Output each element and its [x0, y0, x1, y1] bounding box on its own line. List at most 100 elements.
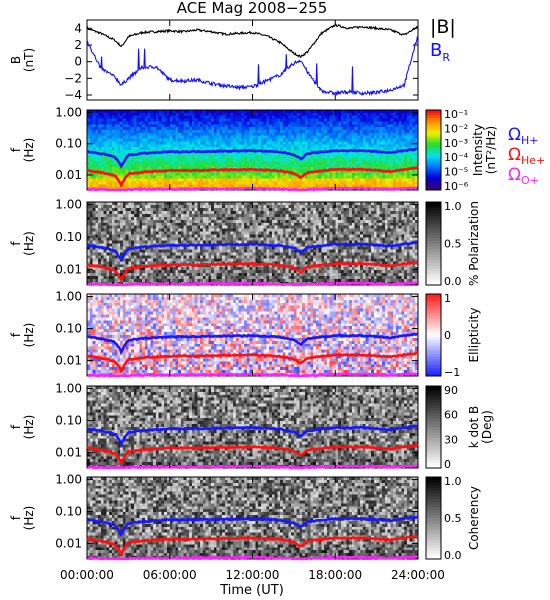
heatmap-cell	[321, 110, 325, 114]
heatmap-cell	[282, 161, 286, 165]
heatmap-cell	[357, 112, 361, 117]
heatmap-cell	[269, 210, 273, 215]
heatmap-cell	[379, 228, 383, 233]
heatmap-cell	[343, 234, 347, 238]
heatmap-cell	[329, 222, 333, 227]
heatmap-cell	[263, 172, 267, 177]
heatmap-cell	[175, 152, 179, 157]
heatmap-cell	[296, 135, 300, 139]
heatmap-cell	[224, 138, 229, 142]
heatmap-cell	[180, 130, 184, 134]
heatmap-cell	[238, 231, 242, 235]
heatmap-cell	[191, 234, 195, 238]
heatmap-cell	[106, 167, 110, 171]
heatmap-cell	[343, 219, 347, 224]
heatmap-cell	[302, 130, 306, 134]
heatmap-cell	[393, 234, 397, 238]
heatmap-cell	[197, 207, 201, 212]
heatmap-cell	[313, 237, 317, 241]
heatmap-cell	[224, 204, 229, 209]
heatmap-cell	[200, 204, 204, 209]
heatmap-cell	[282, 175, 286, 179]
heatmap-cell	[354, 213, 358, 218]
heatmap-cell	[136, 124, 140, 128]
heatmap-cell	[282, 110, 286, 114]
heatmap-cell	[315, 216, 320, 221]
heatmap-cell	[224, 216, 229, 221]
heatmap-cell	[153, 216, 157, 221]
heatmap-cell	[293, 130, 298, 134]
heatmap-cell	[329, 228, 333, 233]
heatmap-cell	[205, 222, 209, 227]
heatmap-cell	[409, 144, 413, 148]
heatmap-cell	[194, 234, 198, 238]
heatmap-cell	[360, 130, 364, 134]
heatmap-cell	[415, 231, 419, 235]
heatmap-cell	[136, 178, 140, 182]
heatmap-cell	[349, 150, 353, 154]
heatmap-cell	[280, 138, 284, 142]
heatmap-cell	[98, 213, 102, 218]
heatmap-cell	[296, 207, 300, 212]
heatmap-cell	[343, 138, 347, 142]
heatmap-cell	[197, 135, 201, 139]
heatmap-cell	[406, 202, 411, 206]
heatmap-cell	[299, 127, 303, 131]
heatmap-cell	[128, 216, 132, 221]
heatmap-cell	[318, 130, 322, 134]
heatmap-cell	[412, 138, 416, 142]
heatmap-cell	[252, 184, 256, 188]
heatmap-cell	[310, 132, 314, 137]
heatmap-cell	[357, 141, 361, 145]
heatmap-cell	[307, 127, 311, 131]
heatmap-cell	[241, 115, 245, 119]
heatmap-cell	[161, 210, 165, 215]
heatmap-cell	[233, 141, 237, 145]
heatmap-cell	[158, 181, 162, 185]
heatmap-cell	[318, 132, 322, 137]
heatmap-cell	[216, 112, 220, 117]
heatmap-cell	[142, 124, 146, 128]
heatmap-cell	[189, 110, 193, 114]
heatmap-cell	[362, 152, 366, 157]
heatmap-cell	[213, 225, 218, 230]
heatmap-cell	[227, 130, 231, 134]
heatmap-cell	[211, 138, 215, 142]
heatmap-cell	[401, 118, 405, 122]
heatmap-cell	[365, 181, 369, 185]
heatmap-cell	[111, 110, 115, 114]
heatmap-cell	[379, 225, 383, 230]
heatmap-cell	[382, 222, 386, 227]
heatmap-cell	[326, 231, 331, 235]
colorbar-swatch	[426, 110, 441, 114]
heatmap-cell	[202, 202, 207, 206]
heatmap-cell	[109, 213, 113, 218]
heatmap-cell	[274, 216, 278, 221]
heatmap-cell	[158, 178, 162, 182]
heatmap-cell	[304, 167, 309, 171]
heatmap-cell	[147, 141, 151, 145]
heatmap-cell	[111, 234, 115, 238]
heatmap-cell	[406, 118, 411, 122]
heatmap-cell	[233, 112, 237, 117]
heatmap-cell	[362, 225, 366, 230]
heatmap-cell	[117, 144, 121, 148]
heatmap-cell	[211, 234, 215, 238]
heatmap-cell	[197, 138, 201, 142]
heatmap-cell	[136, 225, 140, 230]
heatmap-cell	[274, 219, 278, 224]
heatmap-cell	[415, 141, 419, 145]
heatmap-cell	[178, 141, 182, 145]
heatmap-cell	[338, 222, 342, 227]
heatmap-cell	[133, 202, 138, 206]
heatmap-cell	[406, 175, 411, 179]
heatmap-cell	[343, 237, 347, 241]
heatmap-cell	[213, 210, 218, 215]
heatmap-cell	[233, 213, 237, 218]
heatmap-cell	[175, 222, 179, 227]
heatmap-cell	[222, 237, 226, 241]
heatmap-cell	[150, 144, 154, 148]
heatmap-cell	[338, 164, 342, 168]
heatmap-cell	[114, 144, 118, 148]
heatmap-cell	[180, 181, 184, 185]
